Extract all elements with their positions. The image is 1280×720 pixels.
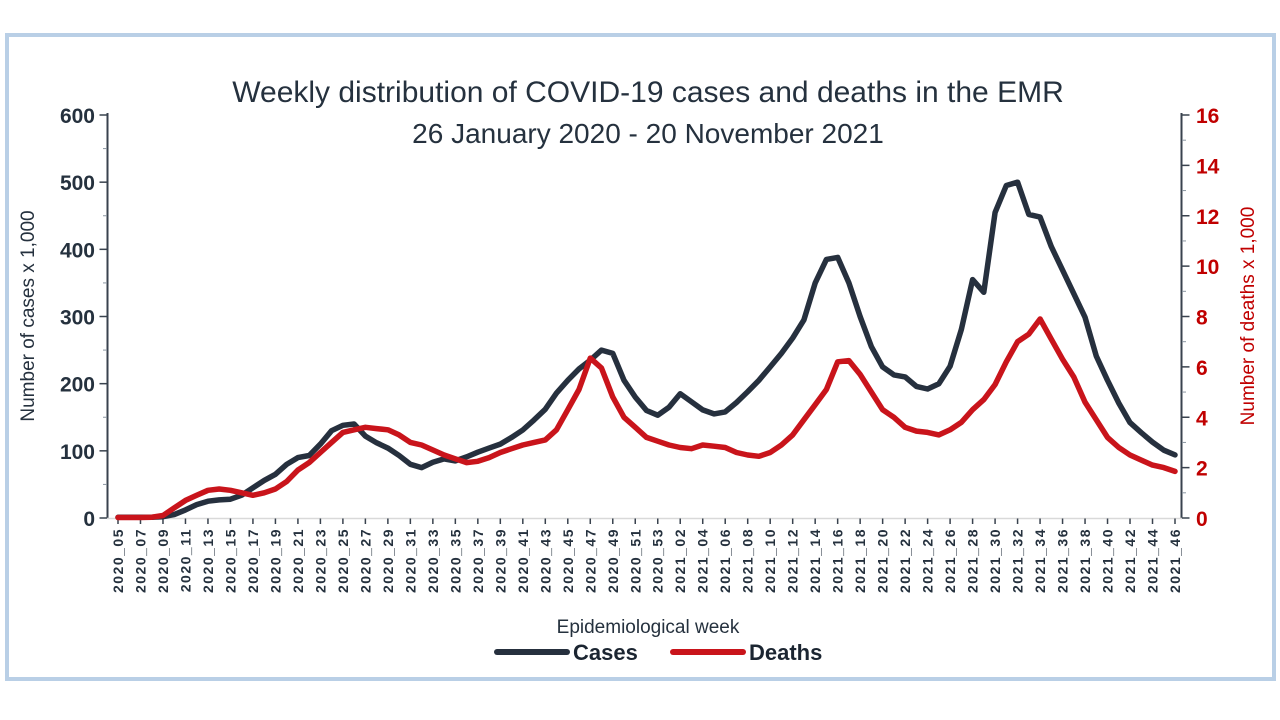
- x-tick-label: 2020_35: [447, 528, 463, 593]
- x-tick-label: 2021_28: [965, 528, 981, 593]
- x-tick-label: 2020_11: [178, 528, 194, 592]
- x-tick-label: 2021_02: [672, 528, 688, 593]
- y-right-tick-label: 10: [1196, 256, 1219, 279]
- y-right-tick-label: 0: [1196, 508, 1208, 531]
- x-tick-label: 2020_15: [222, 528, 238, 593]
- x-tick-label: 2020_53: [650, 528, 666, 593]
- x-tick-label: 2021_04: [695, 528, 711, 593]
- y-right-tick-label: 12: [1196, 206, 1219, 229]
- x-tick-label: 2020_13: [200, 528, 216, 593]
- y-right-tick-label: 4: [1196, 407, 1208, 430]
- y-right-tick-label: 16: [1196, 105, 1219, 128]
- x-tick-label: 2021_44: [1145, 528, 1161, 593]
- x-tick-label: 2020_29: [380, 528, 396, 593]
- y-axis-right-title: Number of deaths x 1,000: [1238, 207, 1259, 426]
- x-tick-label: 2021_46: [1167, 528, 1183, 593]
- cases-line: [115, 179, 1178, 521]
- x-axis-ticks: 2020_05 2020_07 2020_09 2020_11 2020_13 2020_…: [110, 518, 1183, 593]
- x-tick-label: 2020_47: [582, 528, 598, 593]
- y-left-tick-label: 600: [60, 105, 95, 128]
- y-left-tick-label: 100: [60, 441, 95, 464]
- y-axis-left-title: Number of cases x 1,000: [18, 210, 39, 421]
- x-tick-label: 2021_30: [987, 528, 1003, 593]
- y-right-tick-label: 6: [1196, 357, 1208, 380]
- y-axis-left-ticks: 0 100 200 300 400 500 600: [60, 105, 107, 531]
- legend-deaths-label: Deaths: [749, 640, 822, 665]
- chart-subtitle: 26 January 2020 - 20 November 2021: [412, 118, 884, 149]
- x-axis-title: Epidemiological week: [557, 617, 740, 638]
- x-tick-label: 2020_27: [357, 528, 373, 593]
- x-tick-label: 2021_18: [852, 528, 868, 593]
- x-tick-label: 2021_16: [830, 528, 846, 593]
- x-tick-label: 2020_09: [155, 528, 171, 593]
- x-tick-label: 2020_05: [110, 528, 126, 593]
- x-tick-label: 2020_43: [537, 528, 553, 593]
- x-tick-label: 2020_39: [492, 528, 508, 593]
- x-tick-label: 2020_25: [335, 528, 351, 593]
- x-tick-label: 2021_12: [785, 528, 801, 593]
- x-tick-label: 2021_10: [762, 528, 778, 593]
- y-left-tick-label: 300: [60, 307, 95, 330]
- y-left-tick-label: 200: [60, 374, 95, 397]
- x-tick-label: 2021_32: [1010, 528, 1026, 593]
- x-tick-label: 2020_51: [627, 528, 643, 593]
- y-axis-right-ticks: 0 2 4 6 8 10 12 14 16: [1182, 105, 1220, 531]
- x-tick-label: 2021_06: [717, 528, 733, 593]
- y-right-tick-label: 2: [1196, 458, 1208, 481]
- x-tick-label: 2020_07: [133, 528, 149, 593]
- x-tick-label: 2021_08: [740, 528, 756, 593]
- x-tick-label: 2020_17: [245, 528, 261, 593]
- chart-title: Weekly distribution of COVID-19 cases an…: [232, 76, 1064, 109]
- x-tick-label: 2021_38: [1077, 528, 1093, 593]
- x-tick-label: 2020_37: [470, 528, 486, 593]
- x-tick-label: 2021_40: [1100, 528, 1116, 593]
- x-tick-label: 2020_49: [605, 528, 621, 593]
- x-tick-label: 2021_24: [920, 528, 936, 593]
- deaths-line: [115, 316, 1178, 521]
- legend-cases-label: Cases: [573, 640, 638, 665]
- x-tick-label: 2020_45: [560, 528, 576, 593]
- x-tick-label: 2020_19: [267, 528, 283, 593]
- x-tick-label: 2020_31: [402, 528, 418, 593]
- y-left-tick-label: 400: [60, 239, 95, 262]
- x-tick-label: 2020_21: [290, 528, 306, 593]
- x-tick-label: 2021_14: [807, 528, 823, 593]
- legend: Cases Deaths: [494, 640, 822, 665]
- x-tick-label: 2020_23: [312, 528, 328, 593]
- x-tick-label: 2021_36: [1055, 528, 1071, 593]
- x-tick-label: 2020_41: [515, 528, 531, 593]
- x-tick-label: 2021_22: [897, 528, 913, 593]
- x-tick-label: 2021_20: [875, 528, 891, 593]
- y-right-tick-label: 14: [1196, 155, 1220, 178]
- x-tick-label: 2021_42: [1122, 528, 1138, 593]
- x-tick-label: 2020_33: [425, 528, 441, 593]
- x-tick-label: 2021_34: [1032, 528, 1048, 593]
- x-tick-label: 2021_26: [942, 528, 958, 593]
- y-left-tick-label: 500: [60, 172, 95, 195]
- y-right-tick-label: 8: [1196, 307, 1208, 330]
- y-left-tick-label: 0: [83, 508, 95, 531]
